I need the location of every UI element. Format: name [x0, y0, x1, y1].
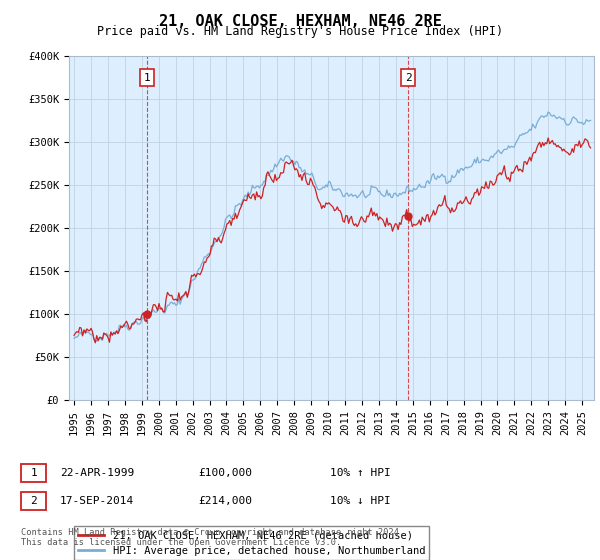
Text: Price paid vs. HM Land Registry's House Price Index (HPI): Price paid vs. HM Land Registry's House …	[97, 25, 503, 38]
Text: 1: 1	[143, 73, 150, 82]
Text: Contains HM Land Registry data © Crown copyright and database right 2024.
This d: Contains HM Land Registry data © Crown c…	[21, 528, 404, 547]
Text: £214,000: £214,000	[198, 496, 252, 506]
Text: 21, OAK CLOSE, HEXHAM, NE46 2RE: 21, OAK CLOSE, HEXHAM, NE46 2RE	[158, 14, 442, 29]
Text: 1: 1	[30, 468, 37, 478]
Text: 2: 2	[404, 73, 412, 82]
Text: 22-APR-1999: 22-APR-1999	[60, 468, 134, 478]
Text: 2: 2	[30, 496, 37, 506]
Text: 10% ↑ HPI: 10% ↑ HPI	[330, 468, 391, 478]
Text: 10% ↓ HPI: 10% ↓ HPI	[330, 496, 391, 506]
Legend: 21, OAK CLOSE, HEXHAM, NE46 2RE (detached house), HPI: Average price, detached h: 21, OAK CLOSE, HEXHAM, NE46 2RE (detache…	[74, 526, 430, 559]
Text: £100,000: £100,000	[198, 468, 252, 478]
Text: 17-SEP-2014: 17-SEP-2014	[60, 496, 134, 506]
